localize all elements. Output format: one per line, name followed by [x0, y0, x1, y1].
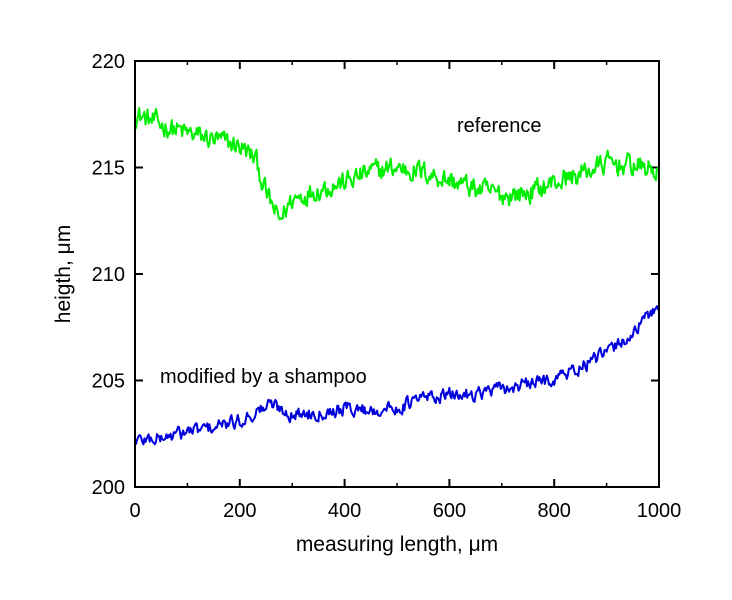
- y-tick-label: 200: [92, 477, 125, 499]
- annotation-modified-by-shampoo: modified by a shampoo: [160, 366, 367, 388]
- annotation-reference: reference: [457, 115, 542, 137]
- x-tick-labels: 0 200 400 600 800 1000: [129, 500, 681, 522]
- x-tick-label: 1000: [637, 500, 682, 522]
- y-tick-labels: 200 205 210 215 220: [92, 51, 125, 499]
- x-tick-label: 0: [129, 500, 140, 522]
- x-tick-label: 600: [433, 500, 466, 522]
- x-tick-label: 400: [328, 500, 361, 522]
- series-group: [134, 107, 660, 446]
- y-tick-label: 210: [92, 264, 125, 286]
- series-line-reference: [134, 107, 660, 221]
- y-axis-title: heigth, μm: [52, 225, 75, 323]
- y-tick-label: 220: [92, 51, 125, 73]
- plot-frame: [134, 60, 660, 488]
- series-line-modified-by-shampoo: [134, 305, 660, 446]
- x-tick-label: 800: [538, 500, 571, 522]
- tick-marks: [134, 60, 660, 488]
- x-axis-title: measuring length, μm: [296, 533, 498, 556]
- y-tick-label: 205: [92, 371, 125, 393]
- x-tick-label: 200: [223, 500, 256, 522]
- y-tick-label: 215: [92, 158, 125, 180]
